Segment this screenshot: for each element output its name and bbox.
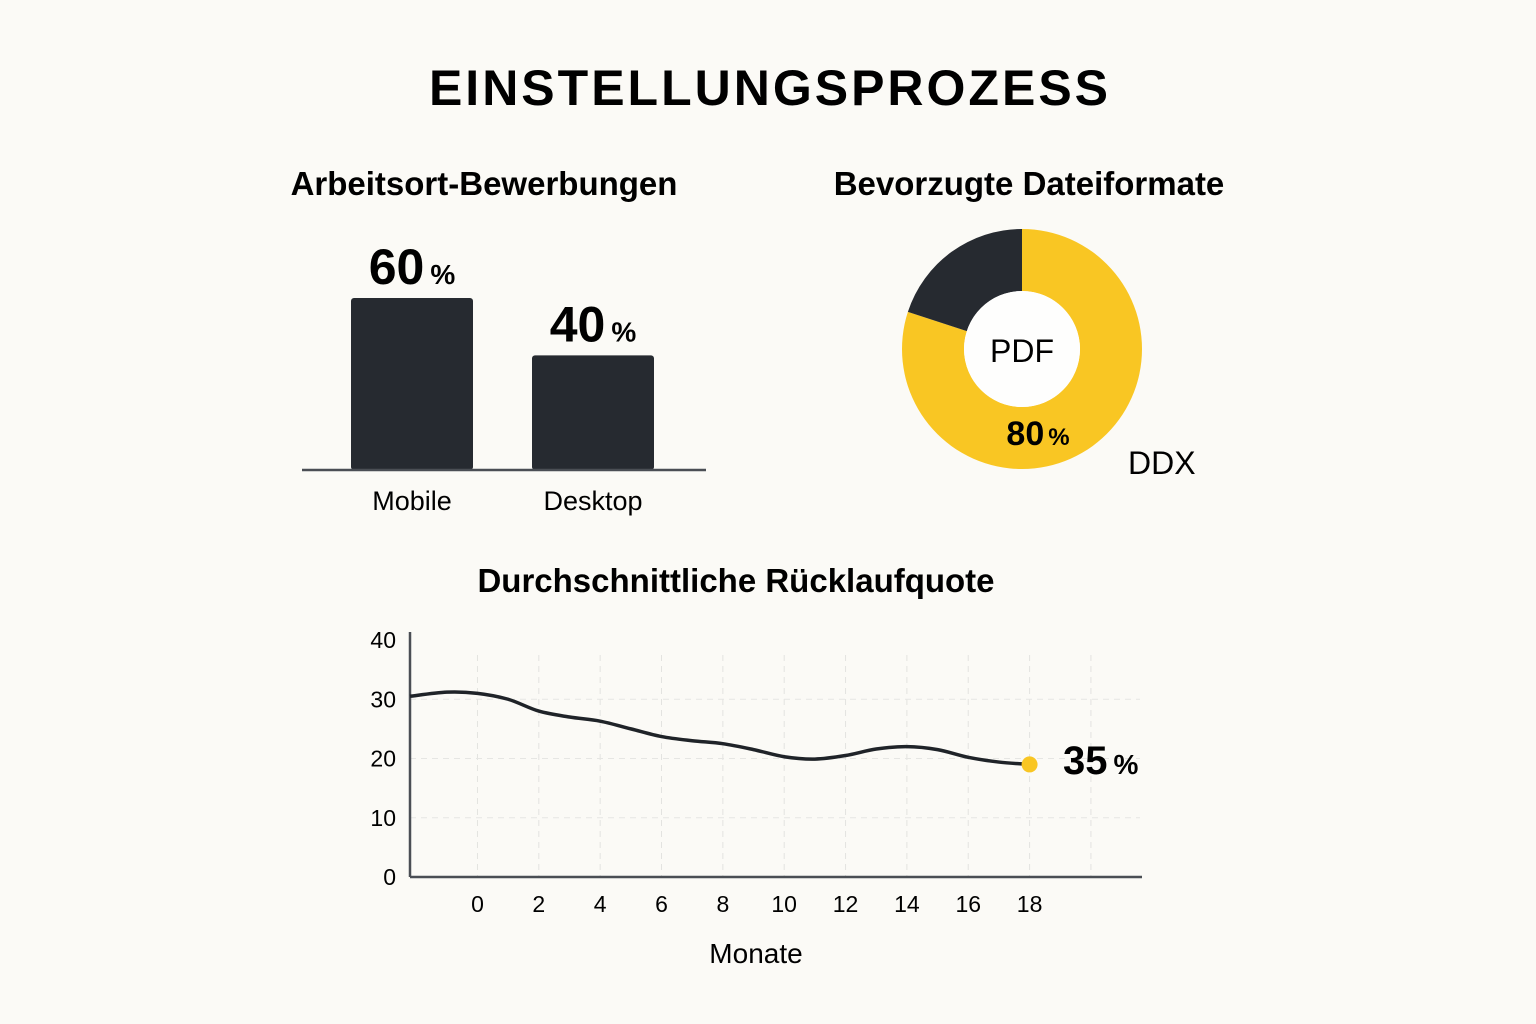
bar-desktop [532, 355, 654, 470]
bar-category-label: Mobile [372, 486, 452, 516]
line-series [409, 690, 1030, 767]
donut-chart-title: Bevorzugte Dateiformate [834, 165, 1225, 202]
y-tick-label: 20 [370, 746, 396, 772]
x-tick-label: 10 [771, 891, 797, 917]
y-tick-label: 40 [370, 627, 396, 653]
page-title: EINSTELLUNGSPROZESS [429, 60, 1111, 116]
line-end-label: 35% [1063, 739, 1139, 783]
bar-value-label: 40% [550, 296, 637, 352]
donut-pdf-value-label: 80% [1006, 415, 1069, 453]
y-tick-label: 10 [370, 805, 396, 831]
donut-slice-pdf [901, 229, 1142, 469]
x-tick-label: 16 [955, 891, 981, 917]
x-tick-label: 18 [1017, 891, 1043, 917]
y-tick-label: 0 [383, 864, 396, 890]
donut-ddx-label: DDX [1128, 445, 1196, 481]
x-tick-label: 14 [894, 891, 920, 917]
bar-category-label: Desktop [543, 486, 642, 516]
line-end-marker [1021, 756, 1038, 773]
x-tick-label: 6 [655, 891, 668, 917]
x-axis-label: Monate [709, 938, 802, 969]
x-tick-label: 12 [833, 891, 859, 917]
donut-chart: Bevorzugte Dateiformate PDF 80% DDX [834, 165, 1225, 481]
bar-chart-title: Arbeitsort-Bewerbungen [291, 165, 678, 202]
donut-center-label: PDF [990, 333, 1054, 369]
y-tick-label: 30 [370, 686, 396, 712]
bar-chart: Arbeitsort-Bewerbungen 60 % Mobile 40 % Deskt… [291, 165, 706, 516]
x-tick-label: 0 [471, 891, 484, 917]
x-tick-label: 8 [716, 891, 729, 917]
line-chart: Durchschnittliche Rücklaufquote 0 2 4 6 8 10 1… [370, 562, 1142, 969]
x-tick-label: 4 [594, 891, 607, 917]
bar-mobile [351, 298, 473, 470]
donut-hole [964, 291, 1080, 407]
line-chart-title: Durchschnittliche Rücklaufquote [477, 562, 994, 599]
x-tick-label: 2 [532, 891, 545, 917]
bar-value-label: 60% [369, 239, 456, 295]
donut-slice-ddx [907, 229, 1022, 332]
